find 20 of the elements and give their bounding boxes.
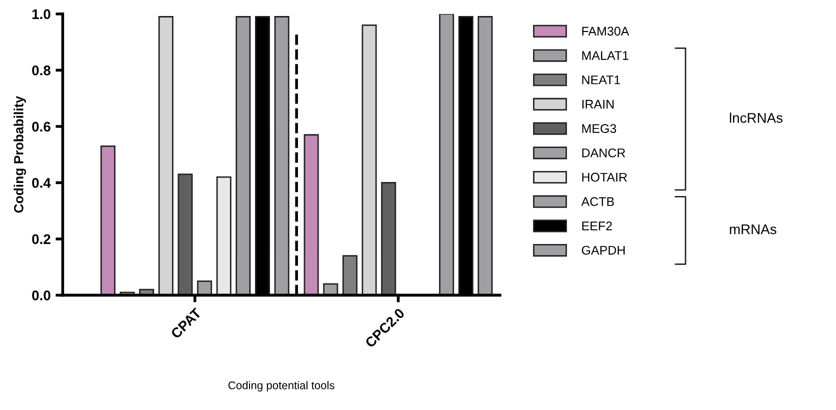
text: mRNAs <box>730 224 776 234</box>
legend-label: NEAT1 <box>582 76 620 84</box>
y-tick-label: 0.6 <box>32 122 50 132</box>
legend-label: FAM30A <box>582 26 630 36</box>
y-tick-label: 0.8 <box>32 66 50 76</box>
text: lncRNAs <box>730 112 783 123</box>
legend-label: MALAT1 <box>582 51 628 60</box>
legend-label: MEG3 <box>582 124 616 133</box>
legend-label: IRAIN <box>582 100 614 109</box>
legend-label: GAPDH <box>582 246 625 255</box>
legend-label: DANCR <box>582 148 626 158</box>
y-tick-label: 1.0 <box>32 9 50 20</box>
y-tick-label: 0.0 <box>32 290 50 300</box>
legend-label: EEF2 <box>582 221 612 230</box>
y-tick-label: 0.4 <box>32 178 51 188</box>
legend-label: ACTB <box>581 197 614 206</box>
legend-label: HOTAIR <box>582 172 627 182</box>
y-tick-label: 0.2 <box>32 234 50 244</box>
y-axis-title: Coding Probability <box>14 96 26 213</box>
x-axis-title: Coding potential tools <box>228 381 334 392</box>
